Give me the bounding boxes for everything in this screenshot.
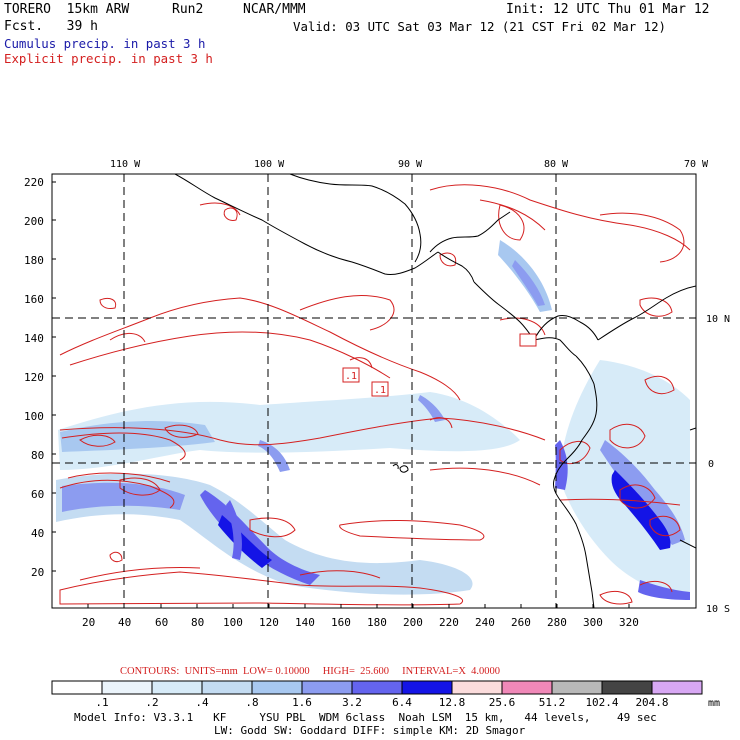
colorbar-label: 204.8 <box>635 696 668 709</box>
map-frame <box>51 173 697 609</box>
x-tick-label: 240 <box>475 616 495 629</box>
x-tick-label: 200 <box>403 616 423 629</box>
x-tick-label: 100 <box>223 616 243 629</box>
x-tick-label: 60 <box>155 616 168 629</box>
y-tick-label: 140 <box>24 332 44 345</box>
y-tick-label: 20 <box>31 566 44 579</box>
physics-info: LW: Godd SW: Goddard DIFF: simple KM: 2D… <box>214 724 526 737</box>
x-tick-label: 160 <box>331 616 351 629</box>
x-tick-label: 20 <box>82 616 95 629</box>
colorbar-unit: mm <box>708 698 720 709</box>
y-axis: 220 200 180 160 140 120 100 80 60 40 20 <box>24 176 56 579</box>
explicit-precip-contours <box>59 184 691 606</box>
colorbar-swatch <box>101 680 153 695</box>
contour-mark: .1 <box>345 371 357 382</box>
colorbar-label: 1.6 <box>292 696 312 709</box>
colorbar-label: 12.8 <box>439 696 466 709</box>
lon-label: 70 W <box>684 159 709 170</box>
colorbar-swatch <box>351 680 403 695</box>
colorbar-label: .8 <box>245 696 258 709</box>
colorbar-swatch <box>401 680 453 695</box>
x-tick-label: 300 <box>583 616 603 629</box>
colorbar-label: 25.6 <box>489 696 516 709</box>
lon-label: 80 W <box>544 159 569 170</box>
latlon-grid <box>52 174 696 608</box>
lat-label: 0 <box>708 459 714 470</box>
colorbar-swatch <box>251 680 303 695</box>
contours-info: CONTOURS: UNITS=mm LOW= 0.10000 HIGH= 25… <box>120 666 501 677</box>
lon-label: 110 W <box>110 159 141 170</box>
lon-labels: 110 W 100 W 90 W 80 W 70 W <box>110 159 709 170</box>
colorbar-label: .2 <box>145 696 158 709</box>
y-tick-label: 200 <box>24 215 44 228</box>
colorbar-label: 3.2 <box>342 696 362 709</box>
x-tick-label: 80 <box>191 616 204 629</box>
colorbar-label: .4 <box>195 696 209 709</box>
x-tick-label: 140 <box>295 616 315 629</box>
y-tick-label: 160 <box>24 293 44 306</box>
run-label: Run2 <box>172 2 204 17</box>
y-tick-label: 180 <box>24 254 44 267</box>
y-tick-label: 60 <box>31 488 44 501</box>
colorbar-label: 102.4 <box>585 696 618 709</box>
y-tick-label: 120 <box>24 371 44 384</box>
lon-label: 100 W <box>254 159 285 170</box>
colorbar-swatch <box>201 680 253 695</box>
y-tick-label: 80 <box>31 449 44 462</box>
x-tick-label: 40 <box>118 616 131 629</box>
model-title: TORERO 15km ARW <box>4 2 130 17</box>
lon-label: 90 W <box>398 159 423 170</box>
colorbar-label: 51.2 <box>539 696 566 709</box>
y-tick-label: 40 <box>31 527 44 540</box>
colorbar-swatch <box>551 680 603 695</box>
x-tick-label: 220 <box>439 616 459 629</box>
lat-label: 10 N <box>706 314 730 325</box>
cumulus-precip-field <box>56 240 690 600</box>
colorbar-swatch <box>451 680 503 695</box>
y-tick-label: 220 <box>24 176 44 189</box>
colorbar-label: 6.4 <box>392 696 412 709</box>
init-time: Init: 12 UTC Thu 01 Mar 12 <box>506 2 710 17</box>
org-label: NCAR/MMM <box>243 2 306 17</box>
x-tick-label: 120 <box>259 616 279 629</box>
colorbar-swatch <box>501 680 553 695</box>
colorbar-swatch <box>301 680 353 695</box>
colorbar-swatch <box>51 680 103 695</box>
contour-mark: .1 <box>374 385 386 396</box>
contour-marks: .1 .1 <box>342 333 537 397</box>
model-info: Model Info: V3.3.1 KF YSU PBL WDM 6class… <box>74 711 657 724</box>
x-axis: 20 40 60 80 100 120 140 160 180 200 220 … <box>82 604 639 629</box>
x-tick-label: 180 <box>367 616 387 629</box>
explicit-legend-label: Explicit precip. in past 3 h <box>4 51 213 66</box>
y-tick-label: 100 <box>24 410 44 423</box>
colorbar-swatch <box>151 680 203 695</box>
cumulus-legend-label: Cumulus precip. in past 3 h <box>4 36 206 51</box>
colorbar-swatch <box>651 680 703 695</box>
x-tick-label: 280 <box>547 616 567 629</box>
colorbar: .1 .2 .4 .8 1.6 3.2 6.4 12.8 25.6 51.2 102.4 204.8 m… <box>51 680 720 709</box>
lat-labels: 10 N 0 10 S <box>706 314 730 615</box>
valid-time: Valid: 03 UTC Sat 03 Mar 12 (21 CST Fri … <box>293 19 666 34</box>
colorbar-swatch <box>601 680 653 695</box>
x-tick-label: 320 <box>619 616 639 629</box>
x-tick-label: 260 <box>511 616 531 629</box>
lat-label: 10 S <box>706 604 730 615</box>
forecast-hour: Fcst. 39 h <box>4 19 98 34</box>
map-fields <box>56 174 696 608</box>
colorbar-label: .1 <box>95 696 108 709</box>
